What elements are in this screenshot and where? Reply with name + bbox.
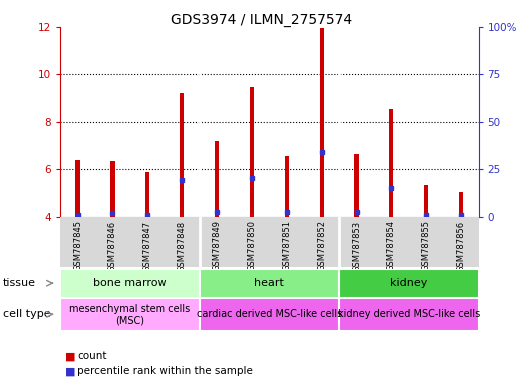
Bar — [320, 28, 324, 217]
Text: kidney derived MSC-like cells: kidney derived MSC-like cells — [338, 309, 480, 319]
Bar — [60, 269, 200, 298]
Bar — [285, 156, 289, 217]
Text: tissue: tissue — [3, 278, 36, 288]
Bar — [389, 109, 393, 217]
Text: GDS3974 / ILMN_2757574: GDS3974 / ILMN_2757574 — [171, 13, 352, 27]
Bar — [75, 160, 79, 217]
Text: bone marrow: bone marrow — [93, 278, 167, 288]
Text: ■: ■ — [65, 366, 76, 376]
Text: GSM787845: GSM787845 — [73, 220, 82, 271]
Text: GSM787851: GSM787851 — [282, 220, 291, 271]
Text: kidney: kidney — [390, 278, 427, 288]
Bar — [250, 88, 254, 217]
Bar — [110, 161, 115, 217]
Text: GSM787856: GSM787856 — [457, 220, 465, 271]
Bar — [339, 298, 479, 331]
Text: cell type: cell type — [3, 309, 50, 319]
Bar — [200, 298, 339, 331]
Text: percentile rank within the sample: percentile rank within the sample — [77, 366, 253, 376]
Text: GSM787849: GSM787849 — [212, 220, 222, 271]
Text: GSM787847: GSM787847 — [143, 220, 152, 271]
Text: mesenchymal stem cells
(MSC): mesenchymal stem cells (MSC) — [69, 303, 190, 325]
Text: cardiac derived MSC-like cells: cardiac derived MSC-like cells — [197, 309, 342, 319]
Bar — [145, 172, 150, 217]
Text: GSM787846: GSM787846 — [108, 220, 117, 271]
Bar — [424, 185, 428, 217]
Text: ■: ■ — [65, 351, 76, 361]
Text: GSM787853: GSM787853 — [352, 220, 361, 271]
Bar — [60, 298, 200, 331]
Text: GSM787854: GSM787854 — [387, 220, 396, 271]
Text: GSM787848: GSM787848 — [178, 220, 187, 271]
Text: GSM787855: GSM787855 — [422, 220, 431, 271]
Text: GSM787852: GSM787852 — [317, 220, 326, 271]
Bar — [180, 93, 184, 217]
Text: count: count — [77, 351, 107, 361]
Bar — [459, 192, 463, 217]
Text: GSM787850: GSM787850 — [247, 220, 256, 271]
Bar — [215, 141, 219, 217]
Bar — [339, 269, 479, 298]
Text: heart: heart — [254, 278, 285, 288]
Bar — [355, 154, 359, 217]
Bar — [200, 269, 339, 298]
